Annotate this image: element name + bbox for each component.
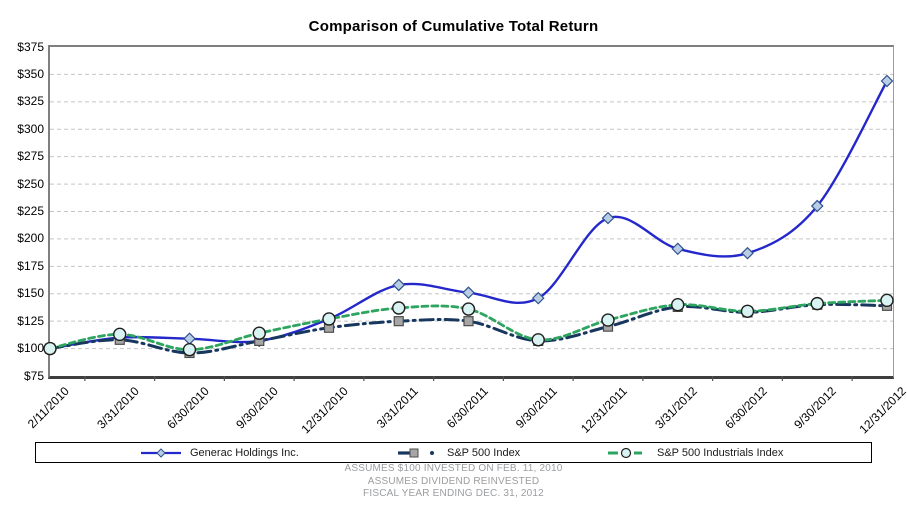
y-tick-label: $175	[17, 258, 44, 273]
square-marker-s-p-500-index	[393, 316, 404, 327]
y-tick-label: $125	[17, 313, 44, 328]
y-tick-label: $75	[23, 368, 44, 383]
circle-marker-s-p-500-industrials-index	[182, 342, 197, 357]
y-tick-label: $150	[17, 286, 44, 301]
diamond-marker-generac-holdings-inc	[183, 332, 196, 346]
footnote-invested: ASSUMES $100 INVESTED ON FEB. 11, 2010	[344, 463, 563, 474]
diamond-marker-generac-holdings-inc	[462, 286, 475, 300]
circle-marker-s-p-500-industrials-index	[43, 341, 57, 356]
circle-marker-s-p-500-industrials-index	[810, 296, 824, 311]
diamond-marker-generac-holdings-inc	[880, 74, 894, 88]
circle-marker-s-p-500-industrials-index	[461, 302, 476, 316]
circle-marker-s-p-500-industrials-index	[880, 293, 894, 308]
diamond-marker-generac-holdings-inc	[392, 278, 406, 292]
legend-sample-circle-icon	[606, 447, 650, 459]
y-tick-label: $225	[17, 204, 44, 218]
diamond-marker-generac-holdings-inc	[810, 199, 824, 213]
legend-box: Generac Holdings Inc. S&P 500 Index S&P 50…	[35, 442, 872, 463]
diamond-marker-generac-holdings-inc	[741, 246, 754, 260]
y-tick-label: $100	[17, 341, 44, 356]
circle-marker-s-p-500-industrials-index	[740, 304, 755, 318]
y-tick-label: $300	[17, 121, 44, 136]
diamond-marker-generac-holdings-inc	[601, 211, 615, 225]
diamond-marker-generac-holdings-inc	[531, 291, 545, 305]
legend-sample-diamond-icon	[139, 447, 183, 459]
footnote-dividend: ASSUMES DIVIDEND REINVESTED	[367, 476, 540, 487]
circle-marker-s-p-500-industrials-index	[601, 313, 615, 327]
y-tick-label: $275	[17, 149, 44, 164]
footnote-fiscal-year: FISCAL YEAR ENDING DEC. 31, 2012	[363, 488, 544, 499]
circle-marker-s-p-500-industrials-index	[113, 327, 127, 342]
square-marker-s-p-500-index	[463, 316, 474, 327]
circle-marker-s-p-500-industrials-index	[531, 333, 545, 347]
y-tick-label: $350	[17, 66, 44, 81]
y-tick-label: $200	[17, 231, 44, 246]
circle-marker-s-p-500-industrials-index	[392, 301, 406, 315]
y-tick-label: $250	[17, 176, 44, 191]
legend-label: Generac Holdings Inc.	[190, 446, 299, 459]
circle-marker-s-p-500-industrials-index	[322, 312, 336, 326]
legend-sample-square-icon	[396, 447, 440, 459]
diamond-marker-generac-holdings-inc	[671, 242, 685, 256]
legend-label: S&P 500 Industrials Index	[657, 446, 784, 459]
plot-area	[43, 45, 894, 381]
legend-label: S&P 500 Index	[447, 446, 521, 459]
legend-item-s-p-500-industrials-index: S&P 500 Industrials Index	[606, 443, 783, 462]
plot-canvas	[43, 73, 894, 381]
chart-title: Comparison of Cumulative Total Return	[308, 18, 599, 35]
y-tick-label: $325	[17, 94, 44, 109]
circle-marker-s-p-500-industrials-index	[252, 326, 266, 340]
y-tick-label: $375	[17, 39, 44, 54]
circle-marker-s-p-500-industrials-index	[671, 298, 685, 312]
legend-item-s-p-500-index: S&P 500 Index	[396, 443, 520, 462]
legend-item-generac-holdings-inc: Generac Holdings Inc.	[139, 443, 299, 462]
